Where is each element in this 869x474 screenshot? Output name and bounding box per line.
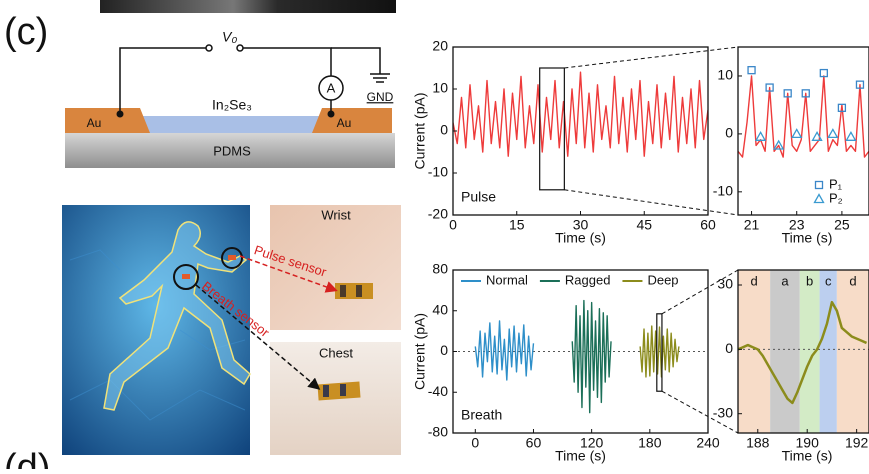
x-axis-label: Time (s): [782, 448, 833, 464]
series-line: [738, 76, 869, 157]
electrode-label: Au: [87, 116, 102, 130]
x-tick-label: 21: [744, 217, 760, 233]
plot-area: [738, 270, 869, 433]
marker-square: [748, 67, 755, 74]
region-label: a: [781, 273, 789, 288]
x-tick-label: 188: [746, 435, 770, 451]
source-label: V₀: [222, 29, 237, 45]
y-tick-label: -20: [428, 206, 448, 222]
series-line: [453, 72, 708, 156]
charts: 0 15 30 45 60 -20 -10 0 10 20 Time (s) Current (pA)…: [412, 38, 869, 464]
ammeter-label: A: [327, 80, 336, 95]
electrode: [312, 108, 392, 133]
annotation: Pulse: [461, 189, 496, 205]
region: [837, 270, 869, 433]
substrate-label: PDMS: [213, 143, 251, 158]
marker-triangle: [846, 132, 855, 140]
marker-triangle: [828, 129, 837, 137]
x-tick-label: 25: [834, 217, 850, 233]
y-tick-label: 20: [432, 38, 448, 54]
y-tick-label: -40: [428, 383, 448, 399]
y-tick-label: 0: [725, 340, 733, 356]
top-strip: [100, 0, 396, 13]
series-line: [475, 321, 533, 380]
illustration: Pulse sensor Breath sensor Wrist Chest: [62, 205, 401, 455]
region-label: d: [750, 273, 757, 288]
plot-area: [738, 67, 869, 157]
y-tick-label: 80: [432, 261, 448, 277]
x-tick-label: 192: [845, 435, 869, 451]
y-tick-label: 10: [432, 80, 448, 96]
annotation: Breath: [461, 407, 502, 423]
legend-label: Deep: [647, 272, 678, 287]
schematic: V₀ A GND Au Au In₂Se₃ PDMS: [65, 29, 395, 168]
y-tick-label: 30: [717, 276, 733, 292]
y-axis-label: Current (pA): [412, 313, 428, 390]
region-label: c: [825, 273, 832, 288]
region: [820, 270, 837, 433]
y-axis-label: Current (pA): [412, 92, 428, 169]
x-axis-label: Time (s): [555, 448, 606, 464]
photo-label: Wrist: [321, 207, 351, 222]
region: [770, 270, 800, 433]
x-tick-label: 180: [638, 435, 662, 451]
plot-area: [453, 72, 708, 156]
x-tick-label: 15: [509, 217, 525, 233]
x-tick-label: 60: [526, 435, 542, 451]
legend-label: P₁: [829, 176, 843, 191]
legend-label: Normal: [486, 272, 528, 287]
marker-triangle: [792, 129, 801, 137]
figure: (c) (d) V₀ A GND Au Au In₂Se₃ PDMS: [0, 0, 869, 469]
legend-swatch: [815, 195, 824, 203]
legend-label: P₂: [829, 190, 843, 205]
series-line: [572, 301, 611, 413]
panel-label: (c): [4, 11, 48, 53]
channel-label: In₂Se₃: [212, 97, 252, 113]
ground-label: GND: [367, 90, 394, 104]
legend-label: Ragged: [565, 272, 611, 287]
y-tick-label: 0: [725, 125, 733, 141]
y-tick-label: 40: [432, 301, 448, 317]
x-tick-label: 60: [700, 217, 716, 233]
region-label: b: [806, 273, 813, 288]
y-tick-label: 10: [717, 67, 733, 83]
electrode-label: Au: [337, 116, 352, 130]
y-tick-label: -10: [713, 183, 733, 199]
panel-label: (d): [4, 447, 50, 469]
x-axis-label: Time (s): [555, 230, 606, 246]
electrode: [65, 108, 150, 133]
plot-frame: [738, 47, 869, 215]
y-tick-label: -80: [428, 424, 448, 440]
legend-swatch: [816, 182, 823, 189]
x-axis-label: Time (s): [782, 230, 833, 246]
y-tick-label: -10: [428, 164, 448, 180]
x-tick-label: 0: [471, 435, 479, 451]
y-tick-label: -30: [713, 404, 733, 420]
photo-label: Chest: [319, 345, 353, 360]
y-tick-label: 0: [440, 122, 448, 138]
x-tick-label: 240: [696, 435, 720, 451]
x-tick-label: 45: [636, 217, 652, 233]
y-tick-label: 0: [440, 342, 448, 358]
zoom-connector: [564, 47, 738, 68]
region-label: d: [849, 273, 856, 288]
region: [738, 270, 770, 433]
wires: [120, 45, 390, 114]
x-tick-label: 0: [449, 217, 457, 233]
channel: [140, 116, 322, 133]
